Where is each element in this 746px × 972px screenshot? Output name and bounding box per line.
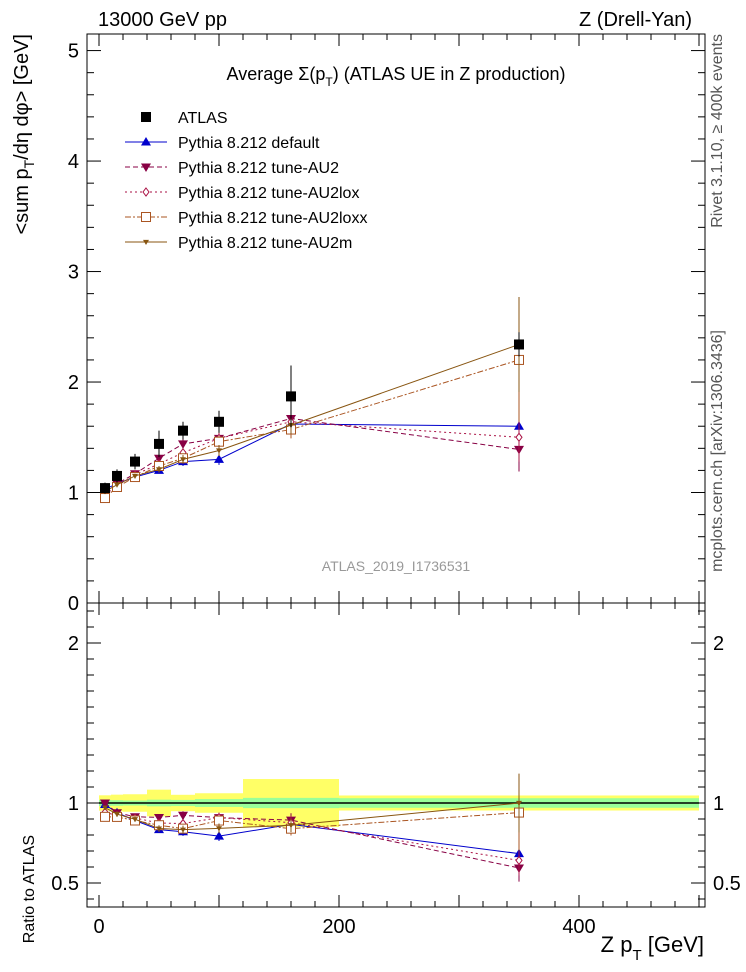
header-right: Z (Drell-Yan) bbox=[579, 9, 692, 31]
ratio-y-label: Ratio to ATLAS bbox=[21, 835, 38, 943]
x-axis-label: Z pT [GeV] bbox=[601, 932, 704, 964]
y-tick-label: 5 bbox=[68, 41, 79, 63]
ratio-frame bbox=[86, 602, 706, 908]
header-left: 13000 GeV pp bbox=[98, 9, 227, 31]
series-point-3 bbox=[100, 493, 110, 504]
series-point-2 bbox=[515, 432, 523, 443]
series-point-3 bbox=[214, 436, 224, 447]
ratio-tick-label-right: 0.5 bbox=[713, 873, 741, 895]
legend-marker-3 bbox=[141, 212, 151, 222]
ratio-point-4 bbox=[288, 823, 294, 829]
ratio-tick-label: 0.5 bbox=[51, 873, 79, 895]
data-point bbox=[514, 339, 524, 350]
ratio-tick-label: 1 bbox=[68, 793, 79, 815]
y-tick-label: 1 bbox=[68, 483, 79, 505]
legend-marker-0 bbox=[141, 137, 151, 146]
ratio-point-1 bbox=[178, 811, 188, 821]
legend-label-data: ATLAS bbox=[178, 110, 228, 127]
legend: ATLAS Pythia 8.212 default Pythia 8.212 tu… bbox=[125, 110, 367, 252]
series-point-0 bbox=[214, 454, 224, 463]
legend-label-0: Pythia 8.212 default bbox=[178, 135, 320, 152]
ratio-point-4 bbox=[102, 805, 108, 811]
main-panel: 0 1 2 3 4 5 bbox=[68, 33, 706, 907]
y-tick-label: 3 bbox=[68, 262, 79, 284]
series-line-1 bbox=[104, 417, 520, 489]
legend-marker-1 bbox=[141, 163, 151, 172]
legend-marker-2 bbox=[142, 187, 150, 197]
data-point bbox=[130, 456, 140, 467]
series-point-4 bbox=[156, 467, 162, 473]
ratio-point-3 bbox=[100, 811, 110, 822]
ratio-point-4 bbox=[216, 826, 222, 832]
data-point bbox=[154, 438, 164, 449]
ratio-tick-label-right: 1 bbox=[713, 793, 724, 815]
series-point-4 bbox=[216, 448, 222, 454]
series-line-4 bbox=[104, 343, 520, 492]
data-point bbox=[286, 391, 296, 402]
legend-label-4: Pythia 8.212 tune-AU2m bbox=[178, 235, 352, 252]
y-tick-label: 0 bbox=[68, 593, 79, 615]
data-point bbox=[100, 483, 110, 494]
series-line-2 bbox=[104, 421, 520, 496]
ratio-point-4 bbox=[180, 827, 186, 833]
legend-marker-data bbox=[141, 112, 151, 122]
x-tick-label: 200 bbox=[322, 916, 355, 938]
y-axis-label: <sum pT/dη dφ> [GeV] bbox=[11, 34, 37, 235]
data-point bbox=[214, 416, 224, 427]
mcplots-label: mcplots.cern.ch [arXiv:1306.3436] bbox=[709, 330, 726, 572]
ratio-tick-label-right: 2 bbox=[713, 633, 724, 655]
legend-label-2: Pythia 8.212 tune-AU2lox bbox=[178, 185, 359, 202]
series-line-0 bbox=[104, 423, 520, 490]
ratio-line-4 bbox=[104, 802, 520, 831]
ratio-panel: 0 200 400 0.5 0.5 1 1 2 2 bbox=[51, 602, 741, 938]
ratio-tick-label: 2 bbox=[68, 633, 79, 655]
series-point-1 bbox=[178, 440, 188, 449]
watermark: ATLAS_2019_I1736531 bbox=[322, 558, 471, 574]
ratio-point-0 bbox=[214, 831, 224, 840]
legend-marker-4 bbox=[143, 239, 149, 245]
x-tick-label: 0 bbox=[93, 916, 104, 938]
series-point-4 bbox=[180, 457, 186, 463]
data-point bbox=[112, 470, 122, 481]
legend-label-3: Pythia 8.212 tune-AU2loxx bbox=[178, 210, 367, 227]
rivet-label: Rivet 3.1.10, ≥ 400k events bbox=[709, 34, 726, 228]
chart-title: Average Σ(pT) (ATLAS UE in Z production) bbox=[227, 64, 566, 89]
ratio-point-4 bbox=[516, 800, 522, 806]
series-point-4 bbox=[132, 473, 138, 479]
ratio-point-4 bbox=[114, 812, 120, 818]
series-line-3 bbox=[104, 359, 520, 499]
data-point bbox=[178, 425, 188, 436]
ratio-point-4 bbox=[156, 826, 162, 832]
ratio-point-1 bbox=[100, 799, 110, 808]
series-point-4 bbox=[114, 482, 120, 488]
ratio-point-2 bbox=[515, 855, 523, 866]
x-tick-label: 400 bbox=[562, 916, 595, 938]
legend-label-1: Pythia 8.212 tune-AU2 bbox=[178, 160, 339, 177]
ratio-point-4 bbox=[132, 817, 138, 823]
y-tick-label: 4 bbox=[68, 151, 79, 173]
y-tick-label: 2 bbox=[68, 372, 79, 394]
